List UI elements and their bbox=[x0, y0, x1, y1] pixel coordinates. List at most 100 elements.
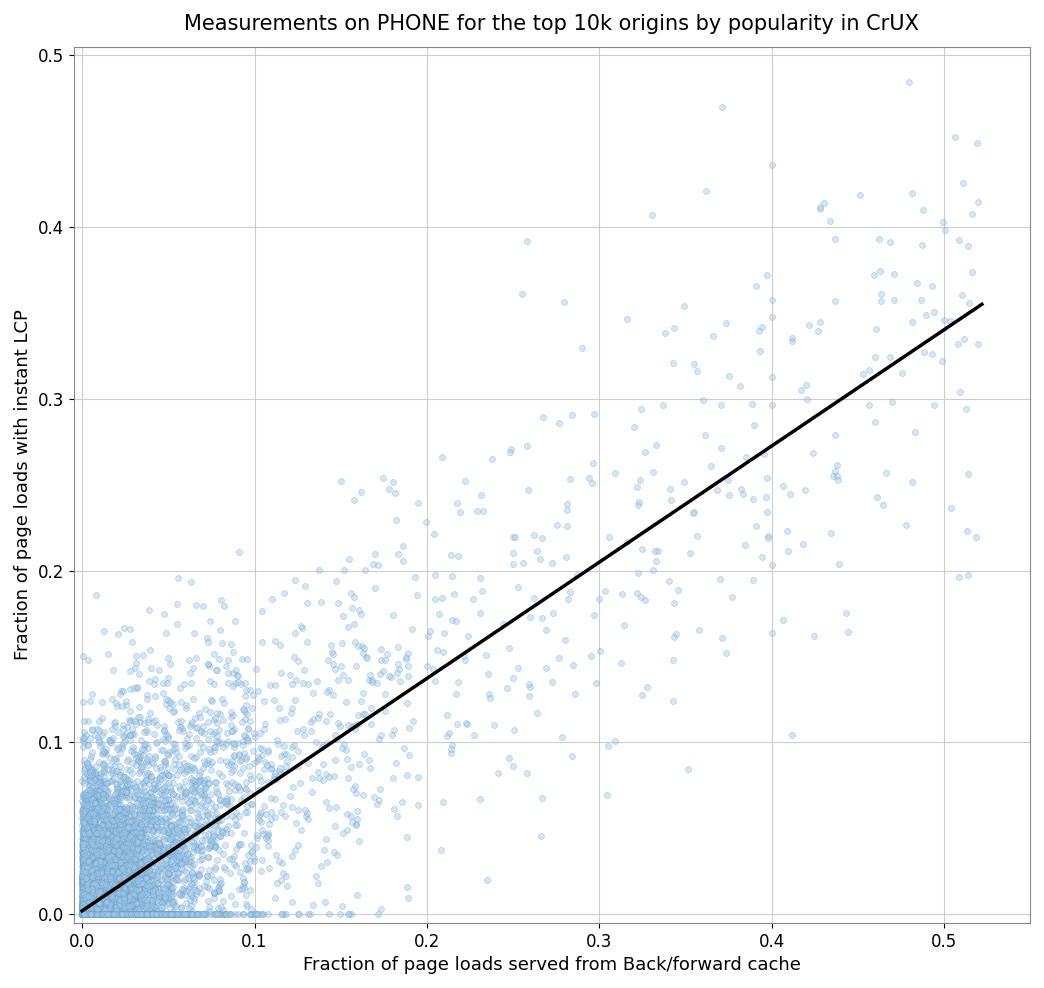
Point bbox=[119, 902, 136, 918]
Point bbox=[105, 793, 122, 809]
Point bbox=[80, 848, 97, 864]
Point bbox=[159, 858, 175, 873]
Point bbox=[103, 873, 120, 889]
Point bbox=[79, 906, 96, 922]
Point bbox=[85, 878, 101, 894]
Point bbox=[88, 880, 104, 896]
Point bbox=[74, 906, 91, 922]
Point bbox=[77, 906, 94, 922]
Point bbox=[210, 882, 227, 898]
Point bbox=[84, 906, 100, 922]
Point bbox=[160, 877, 176, 893]
Point bbox=[148, 817, 165, 833]
Point bbox=[103, 806, 120, 822]
Point bbox=[86, 906, 102, 922]
Point bbox=[96, 887, 113, 903]
Point bbox=[95, 899, 112, 915]
Point bbox=[148, 790, 165, 806]
Point bbox=[119, 844, 136, 860]
Point bbox=[93, 905, 110, 921]
Point bbox=[105, 838, 122, 854]
Point bbox=[90, 888, 106, 904]
Point bbox=[101, 896, 118, 912]
Point bbox=[120, 899, 137, 915]
Point bbox=[86, 883, 102, 899]
Point bbox=[113, 906, 129, 922]
Point bbox=[112, 906, 128, 922]
Point bbox=[137, 803, 153, 819]
Point bbox=[721, 368, 738, 383]
Point bbox=[89, 859, 105, 874]
Point bbox=[92, 906, 109, 922]
Point bbox=[136, 865, 152, 881]
Point bbox=[86, 847, 102, 863]
Point bbox=[88, 795, 104, 811]
Point bbox=[76, 897, 93, 913]
Point bbox=[80, 906, 97, 922]
Point bbox=[95, 906, 112, 922]
Point bbox=[75, 901, 92, 917]
Point bbox=[76, 886, 93, 902]
Point bbox=[78, 906, 95, 922]
Point bbox=[160, 767, 176, 782]
Point bbox=[189, 866, 206, 882]
Point bbox=[103, 906, 120, 922]
Point bbox=[79, 892, 96, 908]
Point bbox=[77, 906, 94, 922]
Point bbox=[144, 905, 161, 921]
Point bbox=[151, 839, 168, 855]
Point bbox=[74, 875, 91, 891]
Point bbox=[84, 850, 100, 865]
Point bbox=[76, 903, 93, 919]
Point bbox=[112, 808, 128, 824]
Point bbox=[120, 906, 137, 922]
Point bbox=[196, 802, 213, 818]
Point bbox=[80, 906, 97, 922]
Point bbox=[84, 857, 100, 872]
Point bbox=[95, 906, 112, 922]
Point bbox=[76, 870, 93, 886]
Point bbox=[85, 894, 101, 910]
Point bbox=[114, 906, 130, 922]
Point bbox=[80, 906, 97, 922]
Point bbox=[314, 773, 331, 788]
Point bbox=[90, 783, 106, 799]
Point bbox=[161, 744, 177, 760]
Point bbox=[147, 906, 164, 922]
Point bbox=[252, 725, 268, 741]
Point bbox=[147, 899, 164, 915]
Point bbox=[99, 875, 116, 891]
Point bbox=[110, 906, 126, 922]
Point bbox=[126, 895, 143, 911]
Point bbox=[92, 906, 109, 922]
Point bbox=[122, 851, 139, 866]
Point bbox=[164, 835, 181, 851]
Point bbox=[206, 885, 222, 901]
Point bbox=[121, 856, 138, 871]
Point bbox=[79, 847, 96, 863]
Point bbox=[81, 848, 98, 864]
Point bbox=[92, 906, 109, 922]
Point bbox=[77, 906, 94, 922]
Point bbox=[87, 906, 103, 922]
Point bbox=[117, 852, 134, 867]
Point bbox=[92, 906, 109, 922]
Point bbox=[253, 774, 269, 789]
Point bbox=[90, 885, 106, 901]
Point bbox=[77, 876, 94, 892]
Point bbox=[82, 884, 99, 900]
Point bbox=[84, 765, 100, 781]
Point bbox=[97, 902, 114, 918]
Point bbox=[93, 801, 110, 817]
Point bbox=[126, 852, 143, 867]
Point bbox=[79, 861, 96, 876]
Point bbox=[74, 906, 91, 922]
Point bbox=[111, 854, 127, 869]
Point bbox=[80, 872, 97, 888]
Point bbox=[86, 905, 102, 921]
Point bbox=[120, 906, 137, 922]
Point bbox=[76, 906, 93, 922]
Point bbox=[98, 783, 115, 799]
Point bbox=[84, 906, 100, 922]
Point bbox=[115, 883, 132, 899]
